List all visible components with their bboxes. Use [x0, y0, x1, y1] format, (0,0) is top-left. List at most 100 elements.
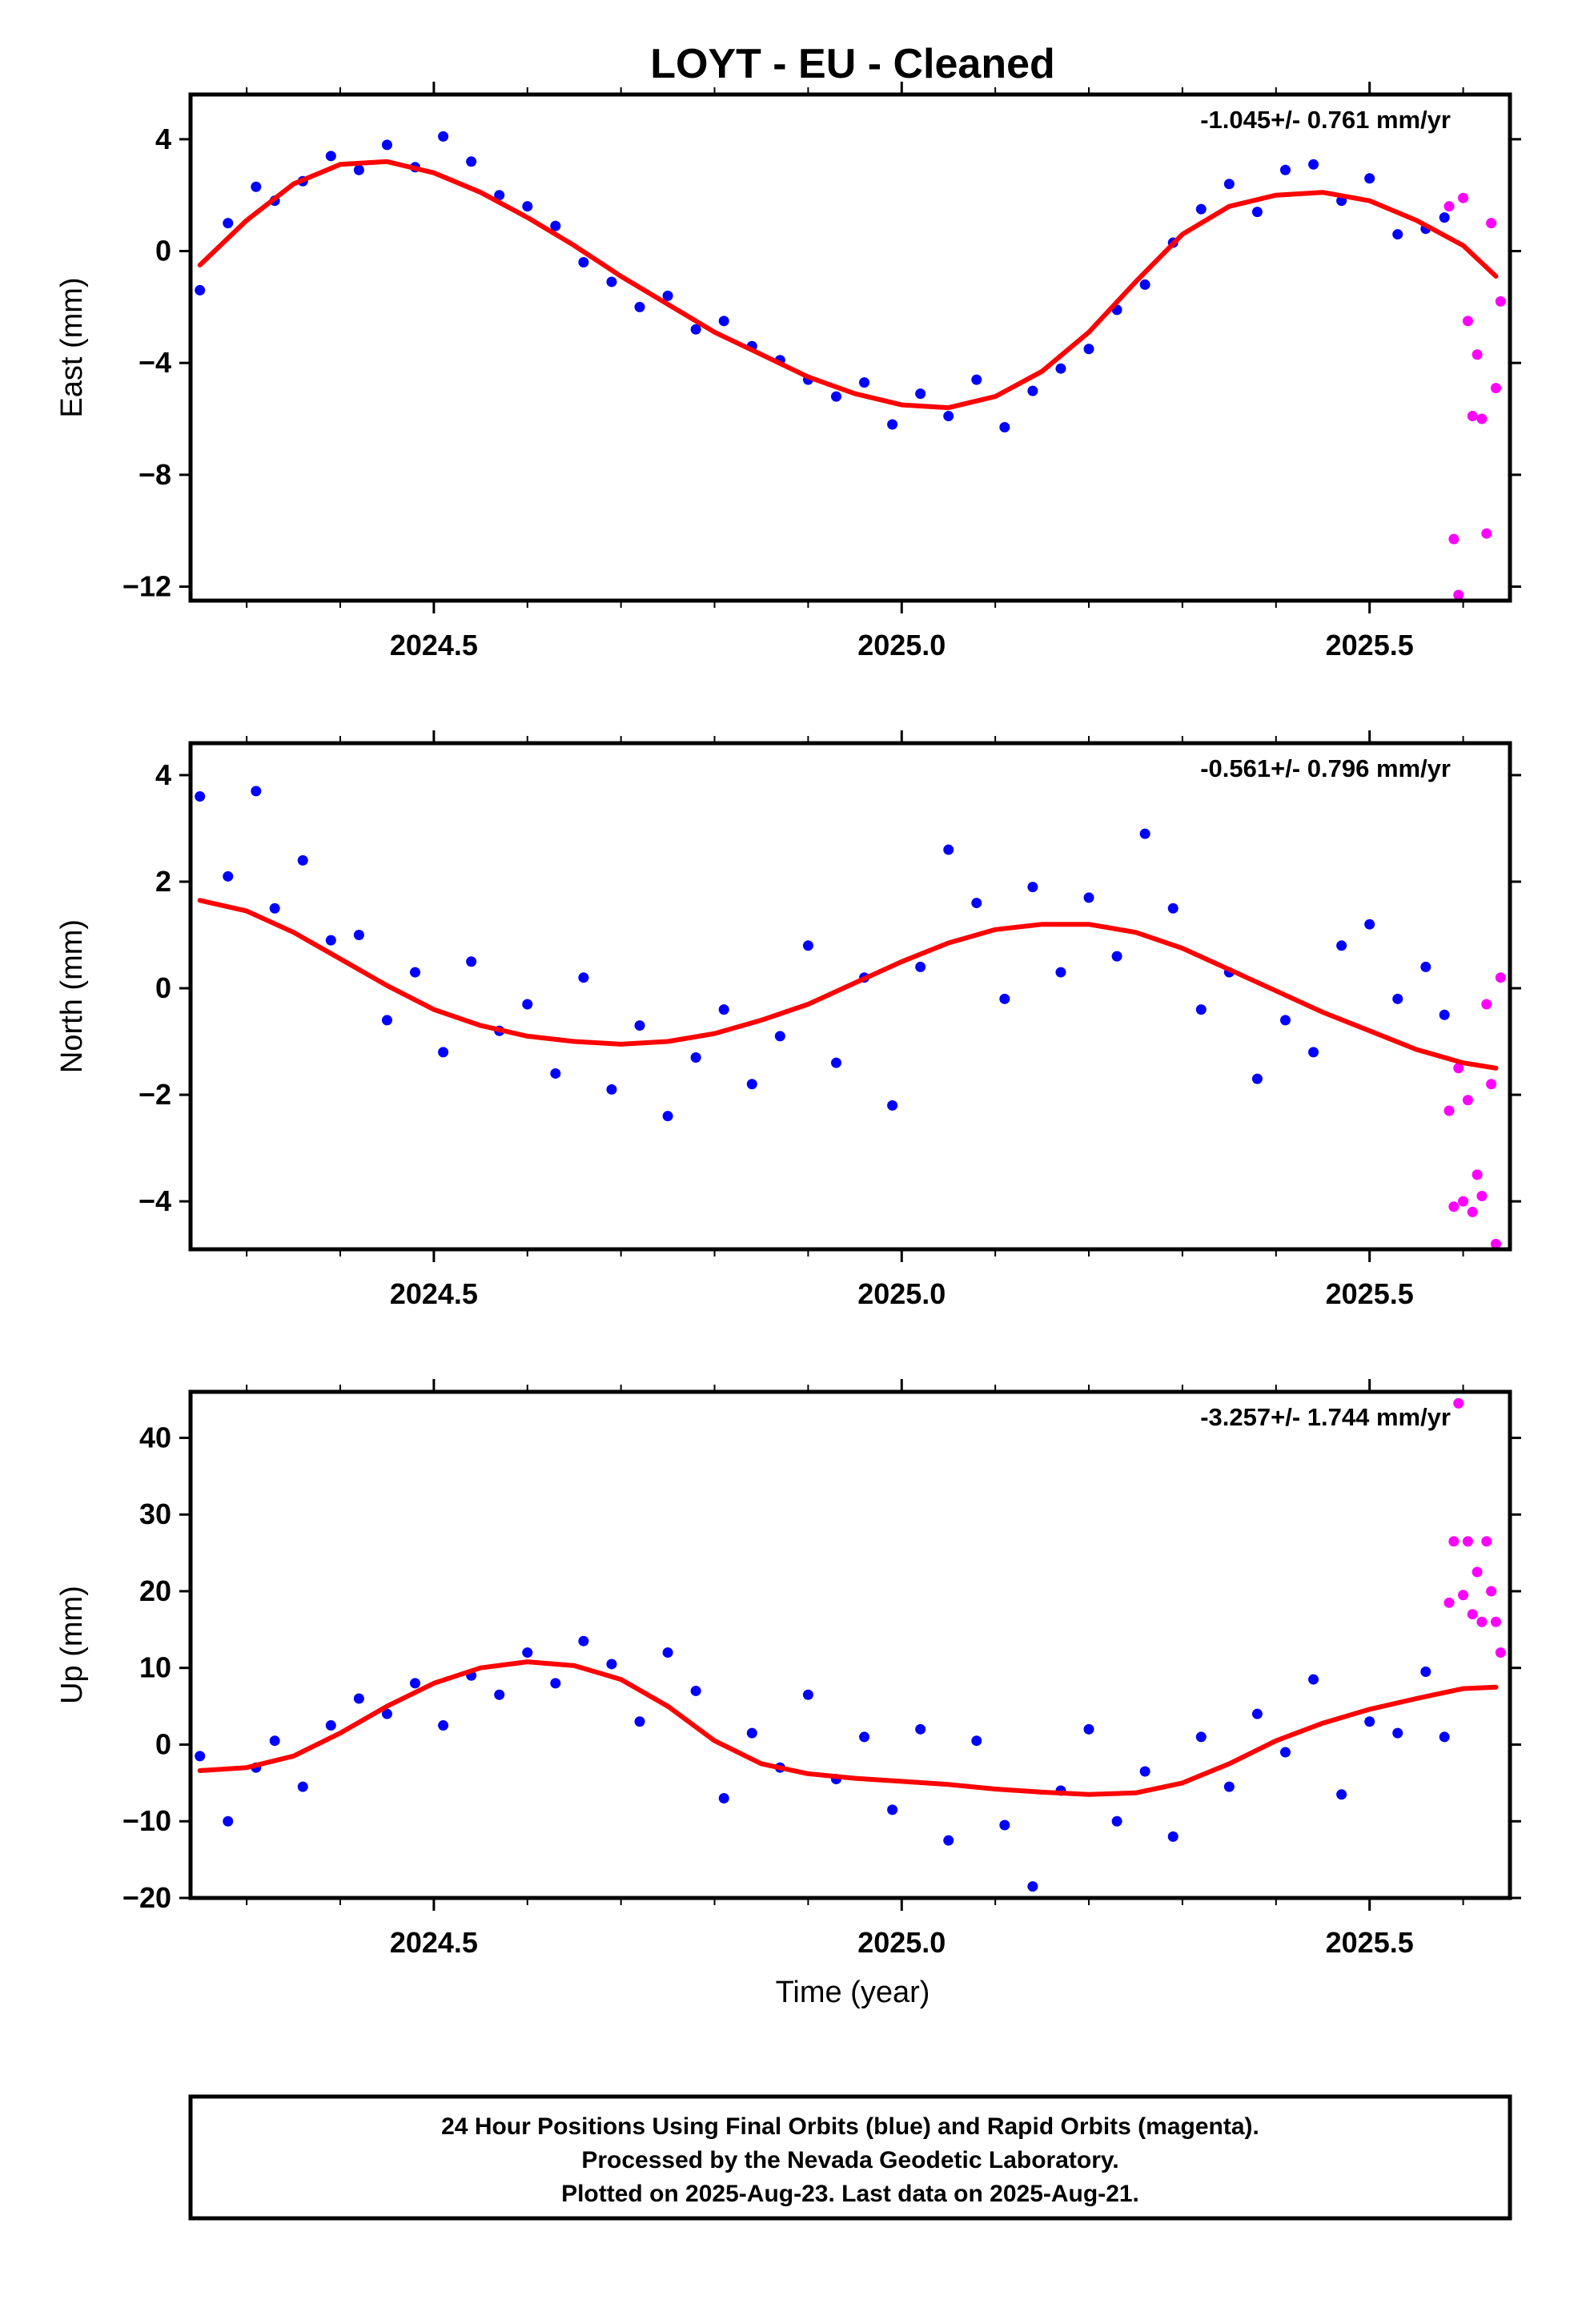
- rapid-orbit-point: [1481, 528, 1492, 539]
- final-orbit-point: [466, 156, 477, 167]
- final-orbit-point: [971, 1735, 982, 1747]
- footer-line-1: 24 Hour Positions Using Final Orbits (bl…: [441, 2113, 1259, 2140]
- rapid-orbit-point: [1453, 1063, 1464, 1074]
- final-orbit-point: [1392, 1727, 1403, 1739]
- final-orbit-point: [1308, 1674, 1319, 1685]
- final-orbit-point: [690, 324, 701, 335]
- final-orbit-point: [1392, 993, 1403, 1004]
- final-orbit-point: [297, 854, 308, 866]
- final-orbit-point: [1195, 1731, 1207, 1743]
- final-orbit-point: [466, 956, 477, 967]
- final-orbit-point: [1364, 1716, 1375, 1727]
- final-orbit-point: [325, 151, 336, 162]
- final-orbit-point: [971, 374, 982, 385]
- final-orbit-point: [1279, 1015, 1291, 1026]
- final-orbit-point: [1027, 385, 1038, 396]
- final-orbit-point: [1308, 159, 1319, 170]
- final-orbit-point: [718, 1004, 729, 1015]
- rate-label: -0.561+/- 0.796 mm/yr: [1200, 754, 1451, 782]
- panel-up: 2024.5 2025.0 2025.5 40 30 20 10 0 −10 −20 Up (mm)…: [55, 1379, 1521, 1959]
- y-tick-label: −20: [122, 1881, 171, 1914]
- final-orbit-point: [223, 870, 234, 882]
- rapid-orbit-point: [1490, 383, 1501, 394]
- final-orbit-point: [223, 1815, 234, 1827]
- final-orbit-point: [1139, 828, 1150, 839]
- final-orbit-point: [494, 1689, 505, 1700]
- rapid-orbit-point: [1472, 1566, 1483, 1578]
- final-orbit-point: [522, 999, 533, 1010]
- final-orbit-point: [802, 1689, 813, 1700]
- final-orbit-point: [915, 388, 926, 400]
- final-orbit-point: [915, 961, 926, 972]
- final-orbit-point: [1167, 903, 1178, 914]
- rapid-orbit-point: [1443, 201, 1455, 212]
- final-orbit-point: [1111, 951, 1122, 962]
- final-orbit-point: [774, 1031, 785, 1042]
- y-tick-label: −10: [122, 1804, 171, 1837]
- rapid-orbit-point: [1453, 589, 1464, 601]
- final-orbit-point: [410, 1678, 421, 1689]
- final-orbit-point: [353, 1693, 364, 1704]
- final-orbit-point: [999, 993, 1010, 1004]
- final-orbit-point: [971, 898, 982, 909]
- panel-east: 2024.5 2025.0 2025.5 4 0 −4 −8 −12 East (mm) -1.0…: [55, 82, 1521, 661]
- footer-line-2: Processed by the Nevada Geodetic Laborat…: [581, 2147, 1118, 2173]
- final-orbit-point: [746, 1727, 757, 1739]
- footer-line-3: Plotted on 2025-Aug-23. Last data on 202…: [561, 2181, 1139, 2207]
- rapid-orbit-point: [1443, 1597, 1455, 1608]
- y-tick-label: 2: [155, 865, 171, 898]
- final-orbit-point: [859, 1731, 870, 1743]
- final-orbit-point: [1251, 1073, 1263, 1084]
- final-orbit-point: [718, 1793, 729, 1804]
- x-tick-label: 2024.5: [390, 1277, 478, 1310]
- final-orbit-point: [1251, 207, 1263, 218]
- final-orbit-point: [223, 218, 234, 229]
- rapid-orbit-point: [1462, 1536, 1473, 1547]
- final-orbit-point: [195, 1751, 206, 1762]
- final-orbit-point: [859, 377, 870, 388]
- rapid-orbit-point: [1467, 1206, 1478, 1217]
- final-orbit-point: [325, 935, 336, 946]
- y-tick-label: 30: [139, 1498, 171, 1530]
- final-orbit-point: [606, 276, 617, 287]
- final-orbit-point: [1195, 203, 1207, 215]
- final-orbit-point: [606, 1084, 617, 1095]
- panel-north: 2024.5 2025.0 2025.5 4 2 0 −2 −4 North (mm) -0.56…: [55, 730, 1521, 1310]
- y-axis-label: East (mm): [55, 277, 89, 417]
- rapid-orbit-point: [1490, 1238, 1501, 1249]
- final-orbit-point: [1439, 1009, 1450, 1020]
- final-orbit-point: [1279, 1747, 1291, 1758]
- final-orbit-point: [1055, 967, 1066, 978]
- footer-box: [188, 2094, 1512, 2221]
- rapid-orbit-point: [1490, 1616, 1501, 1627]
- final-orbit-point: [1223, 1781, 1235, 1792]
- final-orbit-point: [1364, 919, 1375, 930]
- y-axis-label: North (mm): [55, 919, 89, 1073]
- rapid-orbit-point: [1481, 999, 1492, 1010]
- final-orbit-point: [1420, 961, 1431, 972]
- final-orbit-point: [887, 1804, 898, 1815]
- y-tick-label: −2: [139, 1078, 171, 1111]
- final-orbit-point: [802, 940, 813, 951]
- final-orbit-point: [999, 1819, 1010, 1831]
- final-orbit-point: [1392, 229, 1403, 240]
- y-axis-label: Up (mm): [55, 1586, 89, 1704]
- final-orbit-point: [746, 1079, 757, 1090]
- rapid-orbit-point: [1458, 192, 1469, 203]
- final-orbit-point: [690, 1685, 701, 1696]
- final-orbit-point: [578, 1635, 589, 1647]
- rapid-orbit-point: [1443, 1105, 1455, 1116]
- y-tick-label: 0: [155, 971, 171, 1004]
- final-orbit-point: [1139, 1766, 1150, 1777]
- y-tick-label: 20: [139, 1574, 171, 1607]
- final-orbit-point: [297, 1781, 308, 1792]
- x-tick-label: 2025.5: [1326, 1277, 1414, 1310]
- rapid-orbit-point: [1448, 533, 1460, 545]
- plot-frame: [188, 1389, 1512, 1900]
- x-axis-label: Time (year): [776, 1976, 930, 2009]
- final-orbit-point: [718, 316, 729, 327]
- y-tick-label: 4: [155, 123, 171, 155]
- final-orbit-point: [1027, 882, 1038, 893]
- final-orbit-point: [438, 131, 449, 142]
